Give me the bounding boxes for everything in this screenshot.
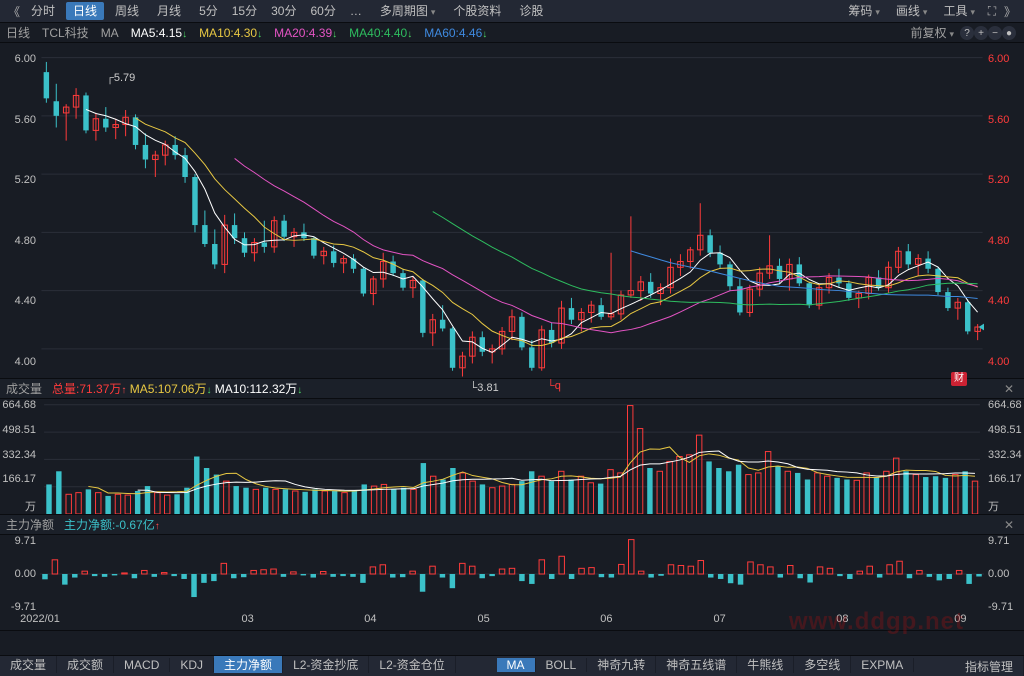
capital-label: 主力净额 <box>6 516 54 533</box>
overlay-tab[interactable]: 神奇九转 <box>587 656 656 673</box>
capital-chart[interactable] <box>40 535 984 613</box>
volume-legend-item: MA10:112.32万↓ <box>215 382 303 396</box>
capital-axis-left: 9.710.00-9.71 <box>0 535 40 613</box>
timeframe-tab[interactable]: 30分 <box>264 2 303 20</box>
indicator-tab[interactable]: 成交量 <box>0 656 57 673</box>
ma60-legend: MA60:4.46↓ <box>424 26 487 40</box>
volume-legend-item: 总量:71.37万↑ <box>52 382 126 396</box>
capital-header: 主力净额 主力净额:-0.67亿↑ ✕ <box>0 515 1024 535</box>
capital-legend-item: 主力净额:-0.67亿↑ <box>64 518 160 532</box>
legend-tool-icon[interactable]: − <box>988 26 1002 40</box>
overlay-tab[interactable]: BOLL <box>536 658 588 672</box>
volume-chart-panel: 664.68498.51332.34166.17万 664.68498.5133… <box>0 399 1024 515</box>
top-toolbar: 《 分时日线周线月线5分15分30分60分…多周期图个股资料诊股 筹码画线工具⛶… <box>0 0 1024 23</box>
volume-axis-left: 664.68498.51332.34166.17万 <box>0 399 40 514</box>
volume-legend-item: MA5:107.06万↓ <box>130 382 212 396</box>
timeframe-tab[interactable]: 诊股 <box>512 2 550 20</box>
timeframe-tab[interactable]: 多周期图 <box>373 2 443 20</box>
close-icon[interactable]: ✕ <box>1002 518 1016 532</box>
ma40-legend: MA40:4.40↓ <box>349 26 412 40</box>
watermark: www.ddgp.net <box>789 608 964 636</box>
price-chart[interactable] <box>40 43 984 378</box>
ma-label: MA <box>101 26 119 40</box>
stock-name: TCL科技 <box>42 24 89 41</box>
close-icon[interactable]: ✕ <box>1002 382 1016 396</box>
indicator-tab[interactable]: 成交额 <box>57 656 114 673</box>
overlay-tab[interactable]: EXPMA <box>851 658 914 672</box>
back-icon[interactable]: 《 <box>6 3 22 19</box>
tool-button[interactable]: 筹码 <box>841 2 887 20</box>
legend-tool-icon[interactable]: + <box>974 26 988 40</box>
indicator-tab[interactable]: MACD <box>114 658 170 672</box>
indicator-tab[interactable]: 主力净额 <box>214 656 283 673</box>
price-axis-left: 6.005.605.204.804.404.00 <box>0 43 40 378</box>
indicator-tab[interactable]: KDJ <box>170 658 214 672</box>
overlay-tab[interactable]: 神奇五线谱 <box>656 656 737 673</box>
price-chart-panel: 6.005.605.204.804.404.00 6.005.605.204.8… <box>0 43 1024 379</box>
legend-tool-icon[interactable]: ? <box>960 26 974 40</box>
volume-header: 成交量 总量:71.37万↑ MA5:107.06万↓ MA10:112.32万… <box>0 379 1024 399</box>
capital-axis-right: 9.710.00-9.71 <box>984 535 1024 613</box>
tool-button[interactable]: 画线 <box>889 2 935 20</box>
ma20-legend: MA20:4.39↓ <box>274 26 337 40</box>
timeframe-tab[interactable]: 分时 <box>24 2 62 20</box>
ma5-legend: MA5:4.15↓ <box>131 26 187 40</box>
tool-button[interactable]: 工具 <box>936 2 982 20</box>
timeframe-tab[interactable]: 月线 <box>150 2 188 20</box>
ma10-legend: MA10:4.30↓ <box>199 26 262 40</box>
timeframe-tab[interactable]: 周线 <box>108 2 146 20</box>
forward-icon[interactable]: 》 <box>1002 3 1018 19</box>
timeframe-tab[interactable]: 日线 <box>66 2 104 20</box>
kline-type-label: 日线 <box>6 24 30 41</box>
volume-label: 成交量 <box>6 380 42 397</box>
overlay-tab[interactable]: 多空线 <box>794 656 851 673</box>
timeframe-tab[interactable]: 60分 <box>303 2 342 20</box>
overlay-tab[interactable]: MA <box>497 658 536 672</box>
price-axis-right: 6.005.605.204.804.404.00 <box>984 43 1024 378</box>
indicator-tab[interactable]: L2-资金抄底 <box>283 656 369 673</box>
indicator-manage-button[interactable]: 指标管理 <box>955 656 1024 676</box>
timeframe-tab[interactable]: … <box>343 2 369 20</box>
volume-chart[interactable] <box>40 399 984 514</box>
fullscreen-icon[interactable]: ⛶ <box>984 3 1000 19</box>
bottom-indicator-tabs: 成交量成交额MACDKDJ主力净额L2-资金抄底L2-资金仓位 MABOLL神奇… <box>0 655 1024 676</box>
overlay-tab[interactable]: 牛熊线 <box>737 656 794 673</box>
timeframe-tab[interactable]: 15分 <box>225 2 264 20</box>
timeframe-tab[interactable]: 5分 <box>192 2 225 20</box>
timeframe-tab[interactable]: 个股资料 <box>446 2 508 20</box>
legend-tool-icon[interactable]: ● <box>1002 26 1016 40</box>
volume-axis-right: 664.68498.51332.34166.17万 <box>984 399 1024 514</box>
adjust-mode-button[interactable]: 前复权 <box>910 24 954 41</box>
ma-legend-row: 日线 TCL科技 MA MA5:4.15↓ MA10:4.30↓ MA20:4.… <box>0 23 1024 43</box>
indicator-tab[interactable]: L2-资金仓位 <box>369 656 455 673</box>
